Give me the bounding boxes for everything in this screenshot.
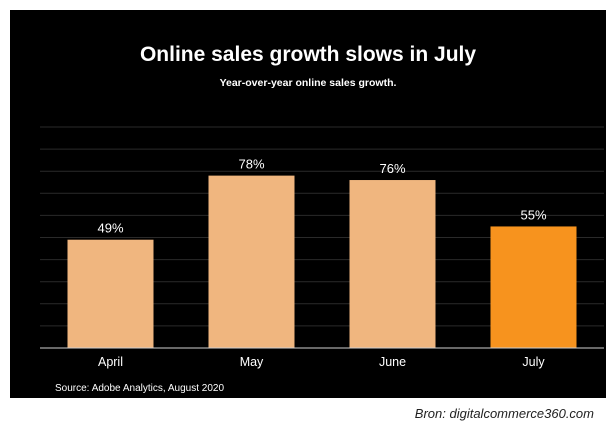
source-note: Source: Adobe Analytics, August 2020	[55, 383, 224, 394]
x-tick-june: June	[379, 355, 406, 369]
x-tick-april: April	[98, 355, 123, 369]
image-credit: Bron: digitalcommerce360.com	[414, 406, 594, 421]
chart-panel: Online sales growth slows in July Year-o…	[10, 10, 606, 398]
x-tick-july: July	[522, 355, 545, 369]
bar-july	[490, 226, 577, 348]
x-tick-may: May	[240, 355, 264, 369]
chart-subtitle: Year-over-year online sales growth.	[220, 77, 397, 89]
chart-title: Online sales growth slows in July	[140, 43, 476, 66]
bar-may	[208, 175, 295, 348]
bar-april	[67, 239, 154, 348]
bar-june	[349, 180, 436, 348]
data-label-april: 49%	[97, 221, 123, 236]
bars	[67, 175, 577, 348]
data-label-july: 55%	[520, 207, 546, 222]
data-label-june: 76%	[379, 161, 405, 176]
data-label-may: 78%	[238, 157, 264, 172]
data-labels: 49% 78% 76% 55%	[97, 157, 546, 236]
x-axis-ticks: April May June July	[98, 355, 545, 369]
bar-chart: Online sales growth slows in July Year-o…	[40, 43, 604, 394]
